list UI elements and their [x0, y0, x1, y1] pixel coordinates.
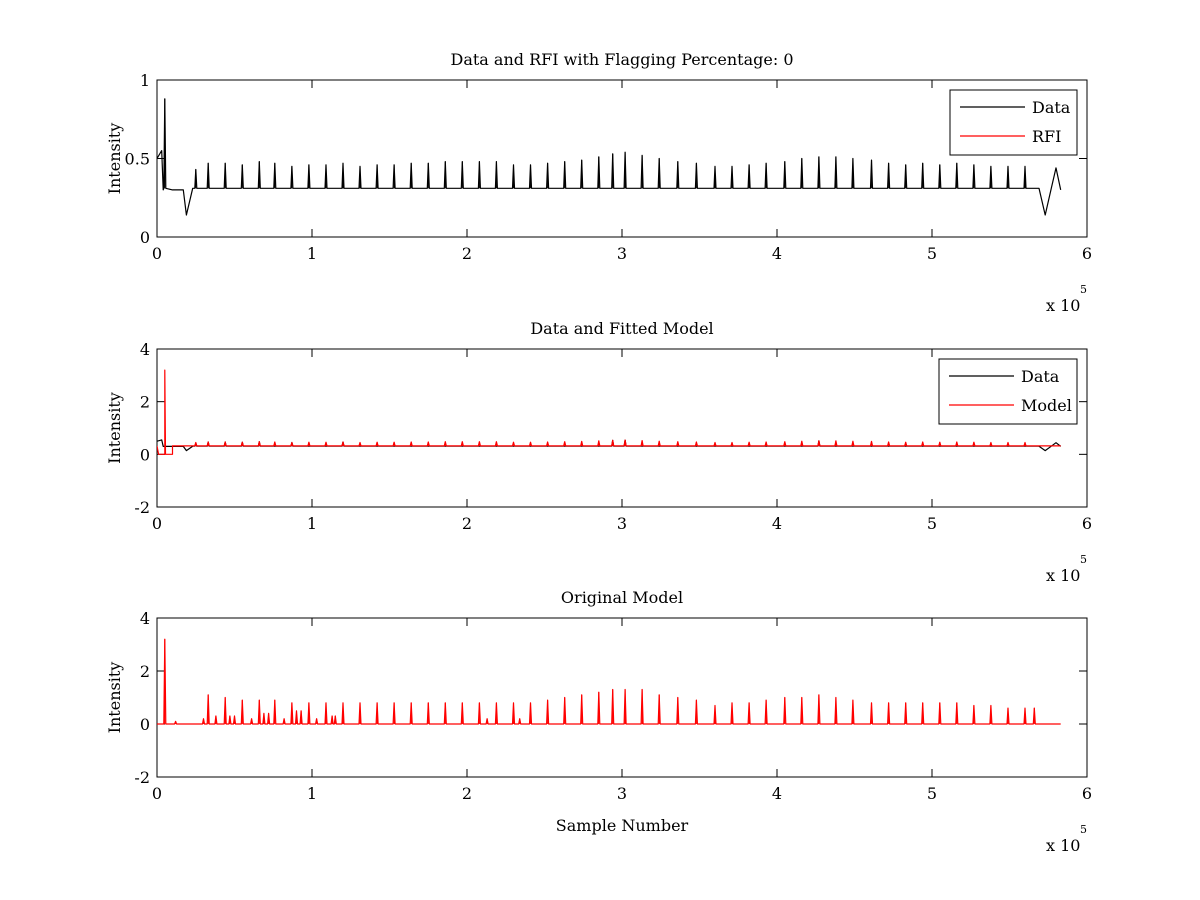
y-tick-label: -2: [134, 768, 150, 787]
y-tick-label: 1: [140, 71, 150, 90]
legend-box: [938, 358, 1078, 425]
x-tick-label: 1: [307, 244, 317, 263]
y-tick-label: 0: [140, 228, 150, 247]
y-axis-label: Intensity: [105, 662, 124, 734]
axes-box: [156, 79, 1088, 238]
y-axis-label: Intensity: [105, 392, 124, 464]
legend-label-data: Data: [1032, 98, 1071, 117]
x-tick-label: 3: [617, 784, 627, 803]
x-tick-label: 0: [152, 514, 162, 533]
x-tick-label: 2: [462, 784, 472, 803]
chart-title: Data and RFI with Flagging Percentage: 0: [450, 50, 793, 69]
y-tick-label: 0: [140, 715, 150, 734]
x-multiplier-exponent: 5: [1080, 553, 1087, 566]
legend-label-data: Data: [1021, 367, 1060, 386]
axes-box: [156, 617, 1088, 778]
legend-label-rfi: RFI: [1032, 127, 1061, 146]
y-tick-label: -2: [134, 498, 150, 517]
legend-label-model: Model: [1021, 396, 1072, 415]
y-tick-label: 0.5: [125, 150, 150, 169]
plot-area: [157, 98, 1062, 216]
y-tick-label: 4: [140, 609, 150, 628]
x-multiplier: x 10: [1046, 296, 1080, 315]
legend-box: [949, 89, 1078, 156]
chart-title: Data and Fitted Model: [530, 319, 713, 338]
x-tick-label: 3: [617, 244, 627, 263]
x-tick-label: 0: [152, 784, 162, 803]
x-tick-label: 4: [772, 514, 782, 533]
plot-area: [157, 638, 1061, 725]
x-tick-label: 6: [1082, 514, 1092, 533]
legend: Data Model: [938, 358, 1078, 425]
y-tick-label: 0: [140, 445, 150, 464]
legend: Data RFI: [949, 89, 1078, 156]
x-tick-label: 6: [1082, 784, 1092, 803]
x-tick-label: 2: [462, 514, 472, 533]
x-tick-label: 5: [927, 784, 937, 803]
y-tick-label: 2: [140, 393, 150, 412]
x-multiplier: x 10: [1046, 566, 1080, 585]
x-tick-label: 0: [152, 244, 162, 263]
y-tick-label: 4: [140, 340, 150, 359]
y-axis-label: Intensity: [105, 123, 124, 195]
chart-title: Original Model: [561, 588, 683, 607]
x-tick-label: 2: [462, 244, 472, 263]
x-tick-label: 1: [307, 784, 317, 803]
x-axis-label: Sample Number: [556, 816, 689, 835]
x-tick-label: 5: [927, 514, 937, 533]
x-multiplier-exponent: 5: [1080, 283, 1087, 296]
x-tick-label: 3: [617, 514, 627, 533]
plot-area: [157, 369, 1062, 455]
y-tick-label: 2: [140, 662, 150, 681]
x-multiplier: x 10: [1046, 836, 1080, 855]
x-tick-label: 1: [307, 514, 317, 533]
x-tick-label: 4: [772, 244, 782, 263]
x-tick-label: 4: [772, 784, 782, 803]
x-tick-label: 5: [927, 244, 937, 263]
x-tick-label: 6: [1082, 244, 1092, 263]
x-multiplier-exponent: 5: [1080, 823, 1087, 836]
